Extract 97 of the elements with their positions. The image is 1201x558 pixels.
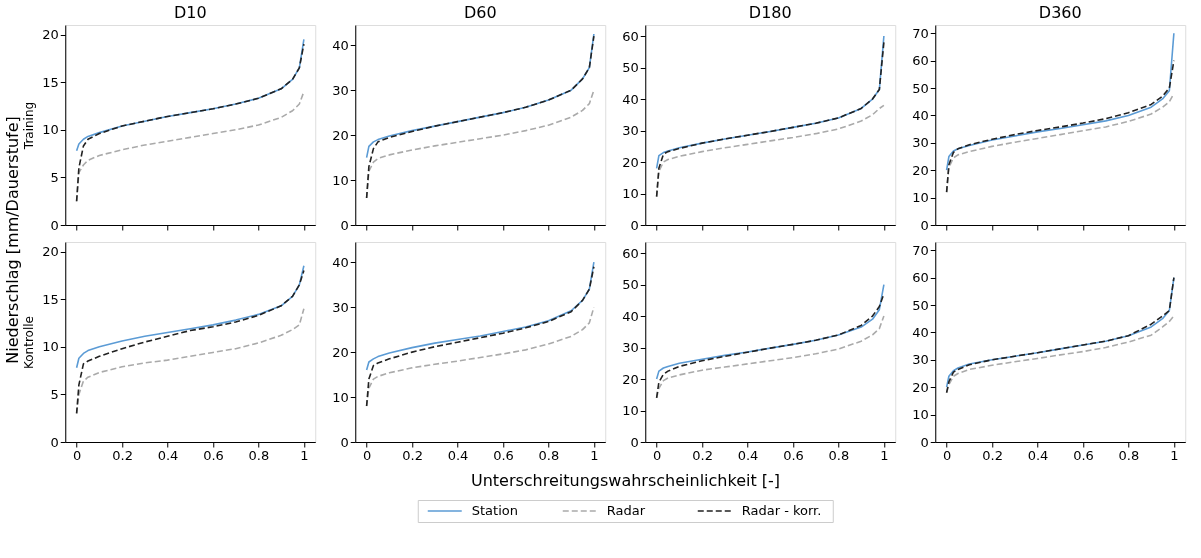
y-tick-label: 50 [622,277,639,293]
y-tick-label: 30 [622,123,639,139]
line-series [365,35,595,199]
y-tick-label: 40 [332,254,349,270]
y-tick-label: 40 [912,324,929,340]
x-tick-label: 0.2 [982,447,1003,463]
y-axis-title: Kontrolle [22,316,37,369]
y-tick-label: 30 [622,340,639,356]
y-tick-label: 70 [912,25,929,41]
chart-title: D60 [463,3,497,22]
x-tick-label: 0 [942,447,952,463]
y-tick-label: 10 [42,339,59,355]
y-tick-label: 60 [622,245,639,261]
y-tick-label: 20 [332,127,349,143]
y-tick-label: 60 [912,270,929,286]
y-tick-label: 0 [50,217,59,233]
line-series [655,41,885,198]
y-tick-label: 60 [622,28,639,44]
y-tick-label: 30 [332,299,349,315]
line-series [655,315,885,399]
x-tick-label: 0.8 [1118,447,1140,463]
x-tick-label: 0.4 [1027,447,1049,463]
y-tick-label: 0 [340,217,349,233]
x-tick-label: 0.4 [447,447,469,463]
x-tick-label: 0.8 [248,447,270,463]
x-tick-label: 0.6 [203,447,224,463]
y-tick-label: 10 [332,389,349,405]
y-tick-label: 10 [912,190,929,206]
chart-title: D180 [748,3,792,22]
chart-title: D360 [1038,3,1082,22]
y-tick-label: 20 [912,162,929,178]
y-tick-label: 50 [912,80,929,96]
x-tick-label: 0.2 [402,447,423,463]
y-tick-label: 5 [50,386,59,402]
y-tick-label: 40 [622,308,639,324]
line-series [75,307,305,415]
line-series [945,32,1175,172]
text: Unterschreitungswahrscheinlichkeit [-] [470,471,781,490]
y-tick-label: 10 [622,403,639,418]
x-tick-label: 0.2 [112,447,133,463]
x-tick-label: 0.2 [692,447,713,463]
x-tick-label: 1 [1170,447,1179,463]
legend-label: Station [471,503,518,518]
y-tick-label: 20 [622,154,639,170]
legend-label: Radar - korr. [741,503,822,518]
line-series [655,283,885,380]
y-tick-label: 5 [50,169,59,185]
y-tick-label: 20 [912,379,929,395]
y-tick-label: 20 [42,244,59,260]
chart-title: D10 [173,3,207,22]
x-tick-label: 1 [590,447,599,463]
line-series [75,269,305,415]
x-tick-label: 1 [300,447,309,463]
y-tick-label: 15 [42,291,59,307]
x-tick-label: 0.4 [737,447,759,463]
y-tick-label: 15 [42,74,59,90]
x-tick-label: 0.6 [493,447,514,463]
y-tick-label: 40 [332,37,349,53]
y-tick-label: 40 [622,91,639,107]
x-tick-label: 0.4 [157,447,179,463]
x-tick-label: 0 [652,447,662,463]
y-tick-label: 60 [912,53,929,69]
y-tick-label: 10 [42,122,59,138]
x-tick-label: 0 [72,447,82,463]
y-tick-label: 70 [912,242,929,258]
line-series [75,265,305,369]
y-tick-label: 0 [920,434,929,450]
x-tick-label: 0.8 [828,447,850,463]
y-tick-label: 50 [622,60,639,76]
line-series [655,293,885,399]
y-tick-label: 10 [332,172,349,188]
line-series [365,261,595,371]
text: Niederschlag [mm/Dauerstufe] [3,116,22,364]
y-tick-label: 0 [630,434,639,450]
y-tick-label: 20 [332,344,349,360]
y-tick-label: 40 [912,107,929,123]
x-tick-label: 1 [880,447,889,463]
y-tick-label: 30 [332,82,349,98]
legend-label: Radar [606,503,646,518]
y-tick-label: 10 [912,407,929,423]
x-tick-label: 0 [362,447,372,463]
line-series [75,43,305,202]
line-series [365,265,595,407]
y-tick-label: 20 [42,27,59,43]
y-tick-label: 0 [630,217,639,233]
x-tick-label: 0.6 [783,447,804,463]
x-tick-label: 0.8 [538,447,560,463]
y-tick-label: 30 [912,135,929,151]
y-tick-label: 0 [50,434,59,450]
y-axis-title: Training [22,101,37,151]
y-tick-label: 50 [912,297,929,313]
y-tick-label: 30 [912,352,929,368]
y-tick-label: 20 [622,371,639,387]
x-tick-label: 0.6 [1073,447,1094,463]
y-tick-label: 0 [920,217,929,233]
y-tick-label: 10 [622,186,639,201]
y-tick-label: 0 [340,434,349,450]
